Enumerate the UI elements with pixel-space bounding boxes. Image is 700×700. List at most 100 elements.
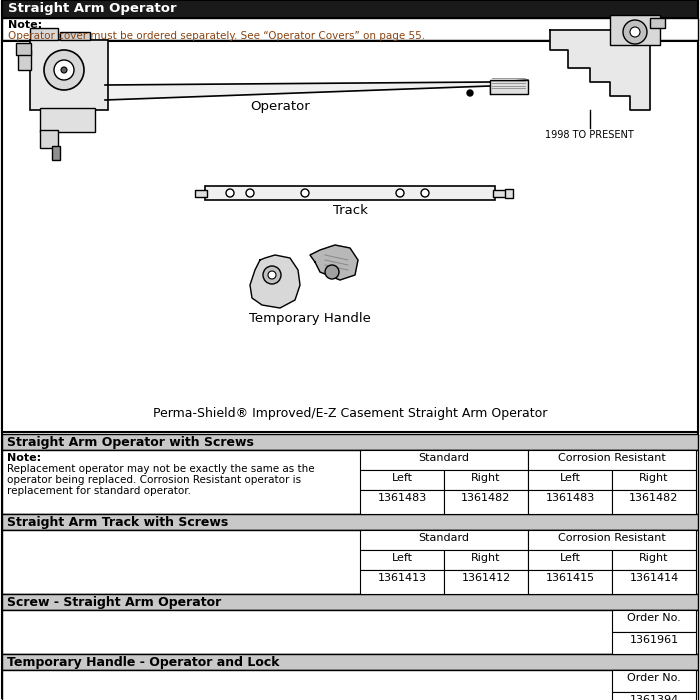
Bar xyxy=(52,146,60,160)
Bar xyxy=(205,186,495,200)
Text: Replacement operator may not be exactly the same as the: Replacement operator may not be exactly … xyxy=(7,464,314,474)
Bar xyxy=(360,470,444,490)
Bar xyxy=(60,32,90,40)
Text: 1361415: 1361415 xyxy=(545,573,594,583)
Text: 1361482: 1361482 xyxy=(629,493,679,503)
Text: 1361483: 1361483 xyxy=(545,493,594,503)
Text: Perma-Shield® Improved/E-Z Casement Straight Arm Operator: Perma-Shield® Improved/E-Z Casement Stra… xyxy=(153,407,547,420)
Circle shape xyxy=(396,189,404,197)
Bar xyxy=(612,692,696,700)
Bar xyxy=(360,570,444,594)
Text: 1361394: 1361394 xyxy=(629,695,678,700)
Bar xyxy=(2,18,698,40)
Circle shape xyxy=(325,265,339,279)
Text: Track: Track xyxy=(332,204,368,217)
Bar xyxy=(528,490,612,514)
Bar xyxy=(18,50,31,70)
Bar xyxy=(612,570,696,594)
Bar xyxy=(612,610,696,632)
Bar xyxy=(528,530,696,550)
Bar xyxy=(444,470,528,490)
Circle shape xyxy=(268,271,276,279)
Text: Corrosion Resistant: Corrosion Resistant xyxy=(558,533,666,543)
Bar xyxy=(528,450,696,470)
Bar xyxy=(650,18,665,28)
Circle shape xyxy=(630,27,640,37)
Text: Note:: Note: xyxy=(7,453,41,463)
Bar xyxy=(610,15,660,45)
Circle shape xyxy=(623,20,647,44)
Text: 1361483: 1361483 xyxy=(377,493,426,503)
Text: Standard: Standard xyxy=(419,533,470,543)
Text: Right: Right xyxy=(639,553,668,563)
Text: 1361413: 1361413 xyxy=(377,573,426,583)
Text: Left: Left xyxy=(391,553,412,563)
Text: 1361412: 1361412 xyxy=(461,573,510,583)
Bar xyxy=(40,108,95,132)
Text: Left: Left xyxy=(391,473,412,483)
Bar xyxy=(444,490,528,514)
Text: Standard: Standard xyxy=(419,453,470,463)
Bar xyxy=(2,530,698,594)
Bar xyxy=(2,450,698,514)
Bar xyxy=(2,0,698,18)
Bar xyxy=(40,130,58,148)
Text: Order No.: Order No. xyxy=(627,613,681,623)
Text: Operator: Operator xyxy=(250,100,310,113)
Text: Left: Left xyxy=(559,473,580,483)
Bar xyxy=(528,470,612,490)
Bar xyxy=(612,490,696,514)
Text: replacement for standard operator.: replacement for standard operator. xyxy=(7,486,191,496)
Bar xyxy=(493,190,507,197)
Bar xyxy=(612,670,696,692)
Polygon shape xyxy=(550,30,650,110)
Bar xyxy=(360,550,444,570)
Bar xyxy=(2,594,698,610)
Text: Left: Left xyxy=(559,553,580,563)
Text: 1998 TO PRESENT: 1998 TO PRESENT xyxy=(545,130,634,140)
Bar xyxy=(612,470,696,490)
Circle shape xyxy=(226,189,234,197)
Bar xyxy=(528,550,612,570)
Bar xyxy=(490,80,528,94)
Bar xyxy=(30,28,58,40)
Bar xyxy=(444,550,528,570)
Bar xyxy=(2,670,698,700)
Text: Straight Arm Operator with Screws: Straight Arm Operator with Screws xyxy=(7,436,254,449)
Bar xyxy=(360,450,528,470)
Circle shape xyxy=(44,50,84,90)
Bar xyxy=(612,632,696,654)
Text: Operator cover must be ordered separately. See “Operator Covers” on page 55.: Operator cover must be ordered separatel… xyxy=(8,31,425,41)
Bar xyxy=(528,570,612,594)
Text: Corrosion Resistant: Corrosion Resistant xyxy=(558,453,666,463)
Text: Right: Right xyxy=(471,473,500,483)
Text: 1361482: 1361482 xyxy=(461,493,511,503)
Text: Right: Right xyxy=(471,553,500,563)
Bar xyxy=(30,40,108,110)
Text: 1361961: 1361961 xyxy=(629,635,678,645)
Circle shape xyxy=(246,189,254,197)
Polygon shape xyxy=(310,245,358,280)
Bar xyxy=(360,490,444,514)
Text: Temporary Handle: Temporary Handle xyxy=(249,312,371,325)
Bar xyxy=(444,570,528,594)
Bar xyxy=(505,189,513,198)
Text: Straight Arm Track with Screws: Straight Arm Track with Screws xyxy=(7,516,228,529)
Circle shape xyxy=(263,266,281,284)
Text: Note:: Note: xyxy=(8,20,42,30)
Bar xyxy=(2,654,698,670)
Circle shape xyxy=(421,189,429,197)
Text: 1361414: 1361414 xyxy=(629,573,678,583)
Polygon shape xyxy=(250,255,300,308)
Bar xyxy=(2,610,698,654)
Text: operator being replaced. Corrosion Resistant operator is: operator being replaced. Corrosion Resis… xyxy=(7,475,301,485)
Text: Straight Arm Operator: Straight Arm Operator xyxy=(8,2,176,15)
Bar xyxy=(612,550,696,570)
Text: Temporary Handle - Operator and Lock: Temporary Handle - Operator and Lock xyxy=(7,656,279,669)
Bar xyxy=(2,41,698,432)
Bar xyxy=(195,190,207,197)
Bar xyxy=(2,514,698,530)
Text: Order No.: Order No. xyxy=(627,673,681,683)
Text: Right: Right xyxy=(639,473,668,483)
Bar xyxy=(2,434,698,450)
